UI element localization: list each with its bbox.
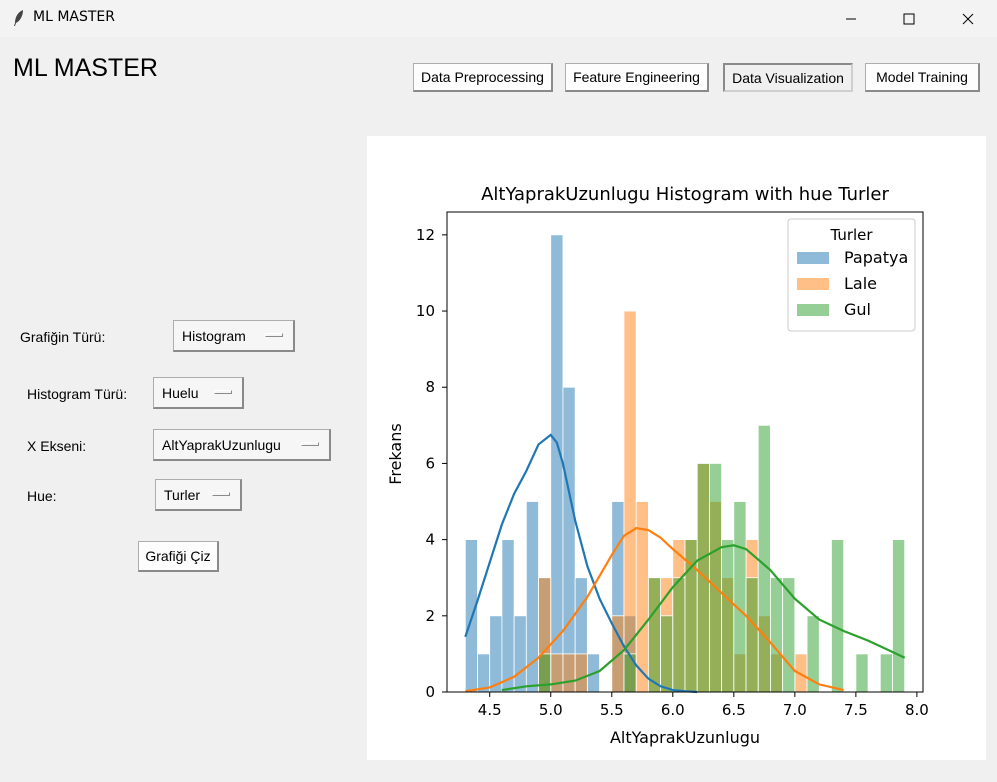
chart-type-dropdown[interactable]: Histogram bbox=[173, 320, 295, 352]
legend-label: Lale bbox=[844, 274, 877, 293]
chart-panel: AltYaprakUzunlugu Histogram with hue Tur… bbox=[367, 136, 986, 760]
y-tick-label: 2 bbox=[425, 607, 435, 625]
app-title: ML MASTER bbox=[13, 54, 158, 82]
chart-title: AltYaprakUzunlugu Histogram with hue Tur… bbox=[481, 184, 889, 205]
close-icon bbox=[962, 13, 974, 24]
maximize-icon bbox=[903, 13, 915, 24]
legend-box bbox=[787, 218, 916, 332]
dropdown-indicator-icon bbox=[301, 442, 319, 446]
plot-frame bbox=[446, 211, 924, 693]
histogram-bar bbox=[574, 653, 588, 693]
y-tick-label: 12 bbox=[416, 226, 435, 244]
histogram-bar bbox=[672, 577, 686, 693]
legend-title: Turler bbox=[829, 226, 873, 244]
x-tick-label: 8.0 bbox=[905, 701, 929, 719]
histogram-bar bbox=[892, 539, 906, 693]
feature-engineering-button[interactable]: Feature Engineering bbox=[565, 63, 709, 92]
histogram-bar bbox=[721, 539, 735, 693]
hue-dropdown[interactable]: Turler bbox=[155, 479, 242, 511]
x-axis-dropdown[interactable]: AltYaprakUzunlugu bbox=[153, 429, 331, 461]
x-tick-label: 4.5 bbox=[478, 701, 502, 719]
x-axis-title: AltYaprakUzunlugu bbox=[610, 728, 760, 747]
histogram-bar bbox=[660, 615, 674, 693]
minimize-icon bbox=[846, 18, 856, 19]
feather-icon bbox=[14, 10, 23, 26]
histogram-bar bbox=[550, 234, 564, 693]
y-tick-label: 6 bbox=[425, 454, 435, 472]
hist-type-dropdown[interactable]: Huelu bbox=[153, 377, 244, 409]
minimize-button[interactable] bbox=[822, 0, 880, 37]
x-tick-label: 6.5 bbox=[722, 701, 746, 719]
x-axis-label: X Ekseni: bbox=[27, 438, 87, 454]
dropdown-indicator-icon bbox=[265, 333, 283, 337]
legend-swatch bbox=[797, 278, 829, 290]
legend-swatch bbox=[797, 304, 829, 316]
histogram-bar bbox=[696, 463, 710, 693]
window-titlebar: ML MASTER bbox=[0, 0, 997, 37]
chart-type-label: Grafiğin Türü: bbox=[20, 329, 106, 345]
x-tick-label: 7.5 bbox=[844, 701, 868, 719]
kde-line bbox=[501, 544, 906, 692]
hue-value: Turler bbox=[164, 486, 201, 503]
y-tick-label: 10 bbox=[416, 302, 435, 320]
x-tick-label: 5.0 bbox=[539, 701, 563, 719]
histogram-bar bbox=[489, 615, 503, 693]
histogram-bar bbox=[623, 653, 637, 693]
histogram-bar bbox=[770, 577, 784, 693]
legend-label: Papatya bbox=[844, 248, 908, 267]
histogram-bar bbox=[562, 386, 576, 693]
dropdown-indicator-icon bbox=[212, 492, 230, 496]
hist-type-value: Huelu bbox=[162, 384, 199, 401]
histogram-bar bbox=[709, 463, 723, 693]
histogram-bar bbox=[733, 501, 747, 693]
legend-label: Gul bbox=[844, 300, 871, 319]
x-tick-label: 6.0 bbox=[661, 701, 685, 719]
kde-line bbox=[464, 433, 698, 694]
histogram-bar bbox=[855, 653, 869, 693]
x-tick-label: 5.5 bbox=[600, 701, 624, 719]
histogram-bar bbox=[550, 653, 564, 693]
histogram-bar bbox=[647, 577, 661, 693]
dropdown-indicator-icon bbox=[214, 390, 232, 394]
legend-swatch bbox=[797, 252, 829, 264]
histogram-bar bbox=[623, 310, 637, 693]
hist-type-label: Histogram Türü: bbox=[27, 386, 128, 402]
data-visualization-button[interactable]: Data Visualization bbox=[723, 63, 853, 92]
histogram-bar bbox=[477, 653, 491, 693]
window-title: ML MASTER bbox=[33, 9, 115, 25]
y-tick-label: 4 bbox=[425, 531, 435, 549]
close-button[interactable] bbox=[939, 0, 997, 37]
histogram-bar bbox=[757, 424, 771, 693]
histogram-bar bbox=[745, 577, 759, 693]
histogram-bar bbox=[513, 615, 527, 693]
y-tick-label: 8 bbox=[425, 378, 435, 396]
histogram-bar bbox=[501, 539, 515, 693]
maximize-button[interactable] bbox=[880, 0, 938, 37]
histogram-chart: AltYaprakUzunlugu Histogram with hue Tur… bbox=[386, 184, 929, 747]
model-training-button[interactable]: Model Training bbox=[865, 63, 980, 92]
histogram-bar bbox=[879, 653, 893, 693]
x-axis-value: AltYaprakUzunlugu bbox=[162, 436, 281, 453]
histogram-bar bbox=[831, 539, 845, 693]
chart-type-value: Histogram bbox=[182, 327, 246, 344]
x-tick-label: 7.0 bbox=[783, 701, 807, 719]
hue-label: Hue: bbox=[27, 488, 57, 504]
kde-line bbox=[465, 527, 844, 693]
y-axis-title: Frekans bbox=[386, 423, 405, 484]
histogram-bar bbox=[782, 577, 796, 693]
draw-chart-button[interactable]: Grafiği Çiz bbox=[138, 541, 219, 572]
y-tick-label: 0 bbox=[425, 683, 435, 701]
histogram-bar bbox=[562, 653, 576, 693]
data-preprocessing-button[interactable]: Data Preprocessing bbox=[413, 63, 553, 92]
